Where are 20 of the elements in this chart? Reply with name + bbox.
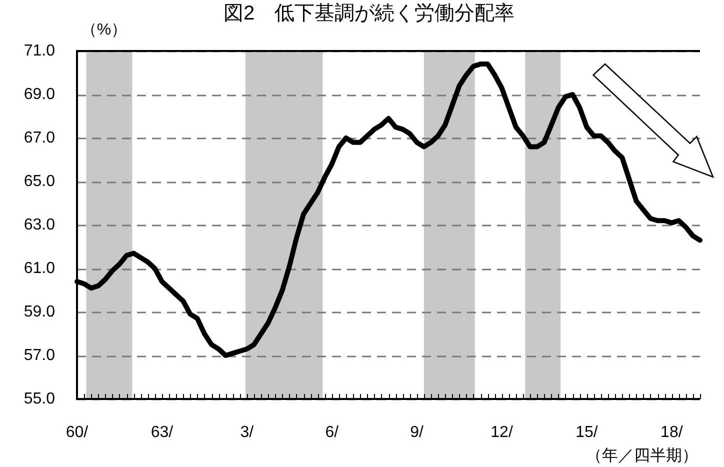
chart-title: 図2 低下基調が続く労働分配率 [223, 2, 515, 25]
x-tick-label: 3/ [240, 424, 254, 442]
y-tick-label: 65.0 [24, 172, 56, 190]
y-tick-label: 71.0 [24, 42, 56, 60]
x-tick-label: 9/ [410, 424, 424, 442]
x-tick-label: 60/ [66, 424, 89, 442]
x-axis-title: （年／四半期） [586, 446, 698, 464]
y-axis-title: （%） [80, 21, 128, 38]
y-tick-label: 57.0 [24, 346, 56, 364]
y-tick-label: 59.0 [24, 303, 56, 320]
x-tick-label: 12/ [490, 424, 514, 442]
y-tick-label: 61.0 [24, 260, 56, 277]
x-tick-label: 18/ [660, 424, 684, 442]
y-tick-label: 67.0 [24, 129, 56, 146]
y-tick-label: 55.0 [24, 390, 56, 408]
y-tick-label: 63.0 [24, 216, 56, 234]
x-tick-label: 15/ [576, 424, 598, 442]
y-tick-label: 69.0 [24, 86, 56, 103]
x-tick-label: 63/ [150, 424, 174, 442]
x-tick-label: 6/ [325, 424, 340, 442]
